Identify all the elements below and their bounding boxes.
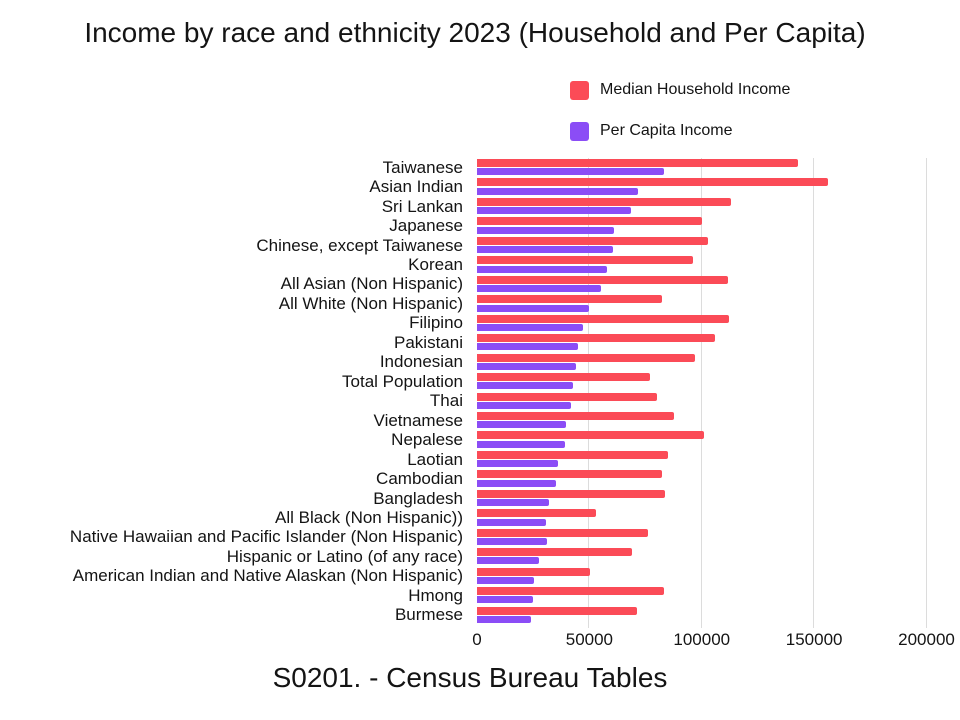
category-label: Hispanic or Latino (of any race) xyxy=(226,546,463,566)
x-tick-label: 0 xyxy=(472,630,482,649)
bar-per-capita xyxy=(477,226,615,234)
bar-per-capita xyxy=(477,538,547,545)
bar-household xyxy=(477,314,729,323)
bar-household xyxy=(477,548,633,557)
category-label: American Indian and Native Alaskan (Non … xyxy=(72,566,463,586)
bar-household xyxy=(477,275,728,284)
gridline xyxy=(700,158,702,628)
category-label: Asian Indian xyxy=(369,177,463,197)
bar-per-capita xyxy=(477,576,535,584)
bar-per-capita xyxy=(477,518,546,526)
bar-per-capita xyxy=(477,285,601,293)
bar-per-capita xyxy=(477,460,558,468)
category-label: Thai xyxy=(429,391,463,411)
legend-label-household: Median Household Income xyxy=(600,81,791,98)
category-label: All Black (Non Hispanic)) xyxy=(275,507,463,527)
category-label: All Asian (Non Hispanic) xyxy=(280,274,463,294)
category-label: Filipino xyxy=(409,313,463,333)
legend-label-per-capita: Per Capita Income xyxy=(600,122,733,139)
bar-household xyxy=(477,470,663,479)
bar-household xyxy=(477,411,674,420)
gridline xyxy=(925,158,927,628)
bar-per-capita xyxy=(477,440,565,448)
bar-household xyxy=(477,509,597,518)
gridline xyxy=(813,158,815,628)
legend-swatch-per-capita-icon xyxy=(570,121,589,141)
category-label: Hmong xyxy=(408,585,463,605)
bar-household xyxy=(477,334,716,343)
x-tick-label: 150000 xyxy=(785,630,843,649)
category-label: Pakistani xyxy=(394,332,463,352)
source-caption: S0201. - Census Bureau Tables xyxy=(272,662,668,693)
category-label: Total Population xyxy=(342,371,463,391)
legend: Median Household Income Per Capita Incom… xyxy=(570,80,790,162)
bars-region xyxy=(477,158,943,628)
bar-household xyxy=(477,373,651,382)
bar-household xyxy=(477,236,709,245)
bar-household xyxy=(477,567,591,576)
category-label: All White (Non Hispanic) xyxy=(278,293,463,313)
bar-per-capita xyxy=(477,499,549,507)
bar-per-capita xyxy=(477,479,556,487)
bar-per-capita xyxy=(477,323,583,331)
bar-household xyxy=(477,489,665,498)
x-tick-label: 100000 xyxy=(673,630,731,649)
bar-per-capita xyxy=(477,382,573,390)
category-label: Indonesian xyxy=(379,352,463,372)
plot-area: Taiwanese Asian Indian Sri Lankan Japanese C… xyxy=(0,158,960,658)
bar-household xyxy=(477,256,693,265)
category-axis: Taiwanese Asian Indian Sri Lankan Japanese C… xyxy=(0,158,463,625)
bar-per-capita xyxy=(477,168,664,176)
bar-per-capita xyxy=(477,596,534,604)
bar-household xyxy=(477,178,828,187)
bar-household xyxy=(477,528,648,537)
x-axis: 0 50000 100000 150000 200000 xyxy=(472,630,955,654)
category-label: Sri Lankan xyxy=(381,196,463,216)
bar-household xyxy=(477,159,799,167)
chart-title: Income by race and ethnicity 2023 (House… xyxy=(84,17,866,48)
bar-per-capita xyxy=(477,557,539,565)
bar-household xyxy=(477,587,664,596)
category-label: Bangladesh xyxy=(373,488,463,508)
category-label: Korean xyxy=(408,255,463,275)
bar-per-capita xyxy=(477,421,566,429)
legend-swatch-household-icon xyxy=(570,80,589,100)
bar-per-capita xyxy=(477,362,576,370)
bar-household xyxy=(477,353,695,362)
bar-household xyxy=(477,431,704,440)
category-label: Chinese, except Taiwanese xyxy=(256,235,463,255)
x-tick-label: 200000 xyxy=(898,630,955,649)
category-label: Cambodian xyxy=(376,469,463,489)
category-label: Vietnamese xyxy=(373,410,463,430)
bar-per-capita xyxy=(477,207,631,215)
bar-per-capita xyxy=(477,401,572,409)
legend-item-per-capita: Per Capita Income xyxy=(570,121,790,141)
bar-household xyxy=(477,295,663,304)
bar-per-capita xyxy=(477,343,579,351)
bar-per-capita xyxy=(477,187,638,195)
bar-per-capita xyxy=(477,615,531,623)
category-label: Burmese xyxy=(394,605,463,625)
bar-household xyxy=(477,392,657,401)
category-label: Nepalese xyxy=(391,430,463,450)
bar-per-capita xyxy=(477,246,613,254)
category-label: Laotian xyxy=(407,449,463,469)
category-label: Taiwanese xyxy=(382,157,463,177)
legend-item-household: Median Household Income xyxy=(570,80,790,100)
bar-household xyxy=(477,197,731,206)
bar-household xyxy=(477,450,669,459)
bar-household xyxy=(477,606,637,615)
x-tick-label: 50000 xyxy=(565,630,614,649)
bar-per-capita xyxy=(477,265,608,273)
category-label: Japanese xyxy=(389,216,463,236)
category-label: Native Hawaiian and Pacific Islander (No… xyxy=(69,527,463,547)
bar-household xyxy=(477,217,702,226)
bar-per-capita xyxy=(477,304,590,312)
